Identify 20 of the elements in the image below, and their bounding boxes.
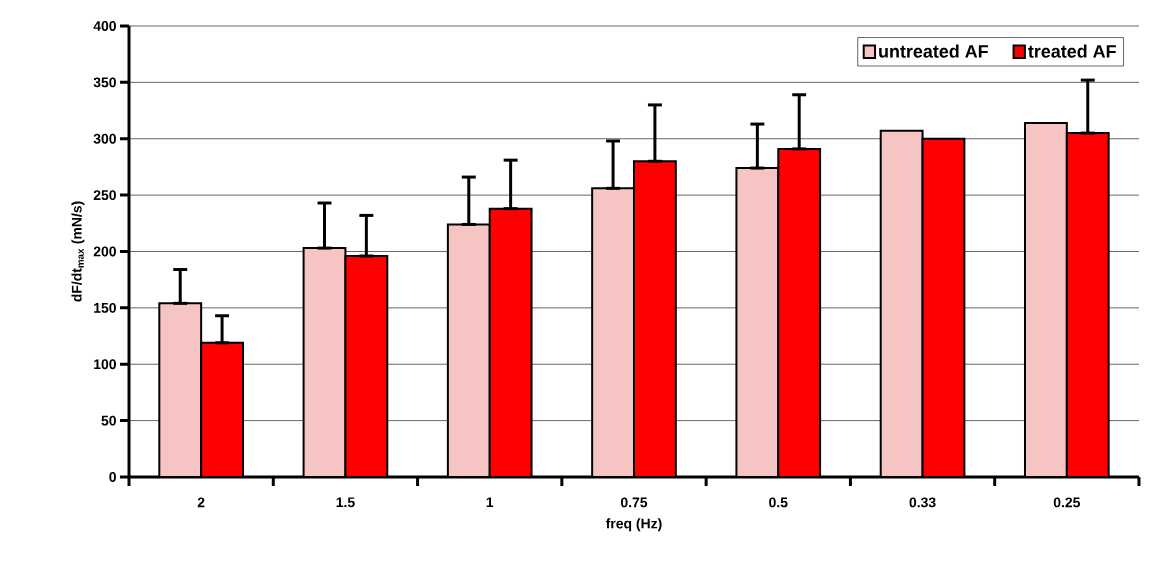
y-tick-label: 200 (93, 246, 116, 257)
x-tick-label: 1.5 (336, 497, 355, 508)
x-tick-label: 0.33 (909, 497, 936, 508)
legend-label: untreated AF (879, 44, 988, 58)
y-tick-label: 0 (109, 472, 116, 482)
x-tick-label: 1 (486, 497, 494, 508)
y-tick-label: 300 (93, 133, 116, 144)
y-axis-title: dF/dt$_{max}$ (mN/s) (71, 201, 85, 302)
x-axis-title: freq (Hz) (605, 518, 662, 532)
x-tick-label: 2 (197, 497, 205, 508)
y-tick-label: 150 (94, 302, 116, 313)
y-tick-label: 250 (93, 190, 116, 201)
y-tick-label: 350 (93, 77, 116, 88)
x-tick-label: 0.5 (769, 497, 788, 508)
legend-label: treated AF (1028, 44, 1116, 58)
y-tick-label: 400 (93, 21, 116, 31)
y-tick-label: 100 (94, 359, 116, 370)
x-tick-label: 0.25 (1053, 497, 1081, 508)
y-tick-label: 50 (101, 415, 116, 426)
x-tick-label: 0.75 (620, 497, 648, 508)
